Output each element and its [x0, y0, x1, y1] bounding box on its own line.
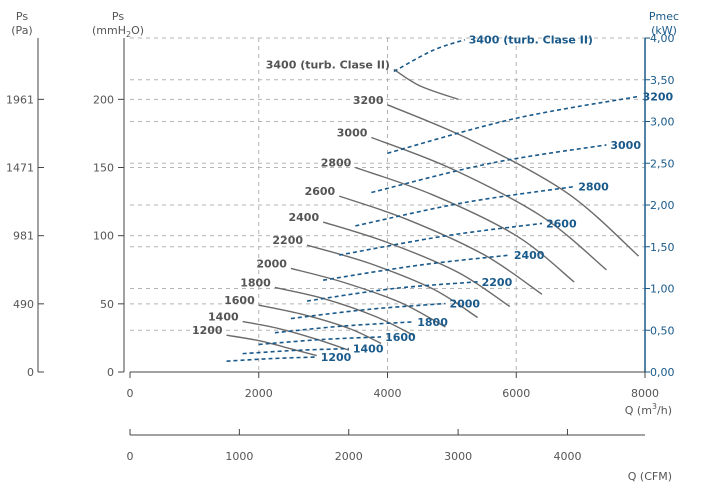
- ps-pa-tick-label-1: 490: [13, 298, 34, 311]
- power-curve-label-0: 1200: [321, 351, 352, 364]
- q-cfm-tick-label-2: 2000: [335, 450, 363, 463]
- power-curve-7: [339, 222, 543, 256]
- pressure-curve-8: [355, 166, 575, 283]
- pressure-curve-label-2: 1600: [224, 294, 255, 307]
- pressure-curve-5: [306, 244, 478, 319]
- power-curve-label-8: 2800: [578, 181, 609, 194]
- pressure-curve-label-6: 2400: [289, 211, 320, 224]
- ps-pa-tick-label-2: 981: [13, 230, 34, 243]
- ps-pa-tick-label-3: 1471: [6, 162, 34, 175]
- pmec-axis-title-line2: (kW): [651, 24, 677, 37]
- q-m3h-axis-title: Q (m3/h): [625, 402, 672, 417]
- pmec-axis-title-line1: Pmec: [649, 10, 679, 23]
- pmec-tick-label-1: 0,50: [650, 324, 675, 337]
- power-curve-label-2: 1600: [385, 331, 416, 344]
- pressure-curve-label-8: 2800: [321, 157, 352, 170]
- pmec-tick-label-0: 0,00: [650, 366, 675, 379]
- pressure-curve-1: [242, 320, 350, 351]
- pressure-curve-label-7: 2600: [305, 185, 336, 198]
- pressure-curve-label-10: 3200: [353, 94, 384, 107]
- ps-mm-tick-label-1: 50: [100, 298, 114, 311]
- power-curve-11: [393, 38, 466, 73]
- pmec-tick-label-2: 1,00: [650, 283, 675, 296]
- q-m3h-tick-label-4: 8000: [631, 387, 659, 400]
- q-cfm-tick-label-3: 3000: [444, 450, 472, 463]
- pressure-curve-label-11: 3400 (turb. Clase II): [266, 58, 390, 71]
- curves: 1200140016001800200022002400260028003000…: [192, 34, 674, 364]
- power-curve-10: [387, 95, 639, 155]
- axes: 0 490 981 1471 1961 0 50 100 150 200 0,00 0,50 1,00 1…: [6, 32, 675, 463]
- power-curve-label-4: 2000: [449, 298, 480, 311]
- pressure-curve-10: [387, 104, 640, 257]
- power-curve-label-10: 3200: [643, 90, 674, 103]
- pressure-curve-label-4: 2000: [256, 257, 287, 270]
- power-curve-label-9: 3000: [610, 139, 641, 152]
- ps-pa-tick-label-0: 0: [27, 366, 34, 379]
- q-m3h-tick-label-0: 0: [127, 387, 134, 400]
- power-curve-label-5: 2200: [482, 276, 513, 289]
- pmec-tick-label-8: 4,00: [650, 32, 675, 45]
- pressure-curve-label-3: 1800: [240, 276, 271, 289]
- pressure-curve-label-0: 1200: [192, 324, 223, 337]
- q-cfm-axis-title: Q (CFM): [628, 470, 672, 483]
- pmec-tick-label-4: 2,00: [650, 199, 675, 212]
- pressure-curve-9: [371, 136, 607, 271]
- q-m3h-tick-label-1: 2000: [245, 387, 273, 400]
- ps-mm-tick-label-2: 100: [93, 230, 114, 243]
- pressure-curve-11: [393, 68, 459, 100]
- pressure-curve-0: [226, 334, 317, 357]
- pmec-tick-label-5: 2,50: [650, 157, 675, 170]
- pressure-curve-2: [258, 304, 382, 345]
- q-m3h-tick-label-2: 4000: [374, 387, 402, 400]
- ps-pa-axis-title-line2: (Pa): [11, 24, 32, 37]
- power-curve-4: [290, 302, 446, 320]
- power-curve-3: [274, 321, 414, 334]
- pmec-tick-label-3: 1,50: [650, 241, 675, 254]
- ps-mm-tick-label-3: 150: [93, 162, 114, 175]
- power-curve-6: [322, 254, 510, 281]
- pressure-curve-label-1: 1400: [208, 311, 239, 324]
- power-curve-8: [355, 185, 575, 227]
- ps-mm-tick-label-4: 200: [93, 93, 114, 106]
- power-curve-label-11: 3400 (turb. Clase II): [469, 34, 593, 47]
- power-curve-label-6: 2400: [514, 249, 545, 262]
- pmec-tick-label-7: 3,50: [650, 74, 675, 87]
- q-cfm-tick-label-1: 1000: [225, 450, 253, 463]
- pmec-tick-label-6: 3,00: [650, 116, 675, 129]
- ps-pa-tick-label-4: 1961: [6, 93, 34, 106]
- ps-pa-axis-title-line1: Ps: [16, 10, 28, 23]
- power-curve-9: [371, 144, 607, 194]
- pressure-curve-3: [274, 286, 414, 336]
- ps-mm-axis-title-line2: (mmH2O): [92, 24, 144, 39]
- power-curve-label-1: 1400: [353, 343, 384, 356]
- q-cfm-tick-label-4: 4000: [553, 450, 581, 463]
- power-curve-label-3: 1800: [417, 316, 448, 329]
- q-cfm-tick-label-0: 0: [127, 450, 134, 463]
- ps-mm-tick-label-0: 0: [107, 366, 114, 379]
- power-curve-5: [306, 281, 478, 302]
- pressure-curve-label-5: 2200: [272, 234, 303, 247]
- q-m3h-tick-label-3: 6000: [502, 387, 530, 400]
- power-curve-2: [258, 336, 382, 346]
- power-curve-0: [226, 356, 317, 362]
- ps-mm-axis-title-line1: Ps: [112, 10, 124, 23]
- power-curve-label-7: 2600: [546, 217, 577, 230]
- pressure-curve-label-9: 3000: [337, 127, 368, 140]
- pressure-curve-6: [322, 221, 511, 308]
